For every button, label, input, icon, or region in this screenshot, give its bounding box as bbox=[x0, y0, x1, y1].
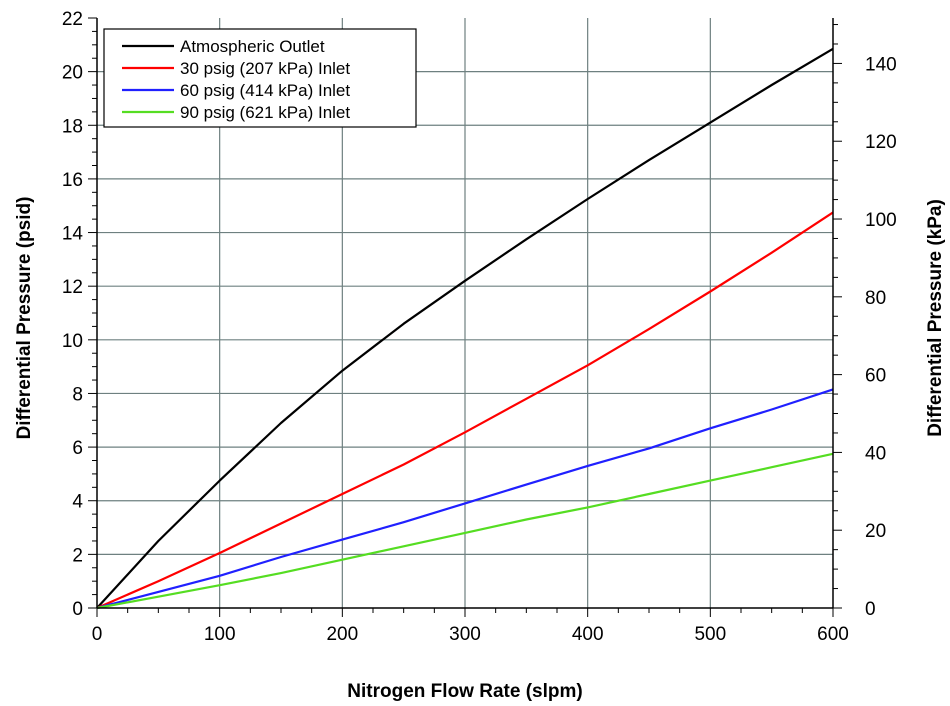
y2-tick-label: 100 bbox=[865, 210, 897, 231]
y2-tick-label: 140 bbox=[865, 54, 897, 75]
series-line-3 bbox=[96, 388, 834, 610]
y2-tick-label: 60 bbox=[865, 366, 886, 387]
x-tick-label: 400 bbox=[572, 624, 604, 645]
legend-label-2: 30 psig (207 kPa) Inlet bbox=[180, 59, 350, 78]
x-axis-title: Nitrogen Flow Rate (slpm) bbox=[347, 681, 582, 702]
series-lines bbox=[96, 47, 834, 610]
y-tick-label: 18 bbox=[62, 116, 83, 137]
series-line-2 bbox=[96, 211, 834, 610]
y-tick-label: 22 bbox=[62, 9, 83, 30]
y-tick-label: 2 bbox=[72, 545, 83, 566]
y2-tick-label: 40 bbox=[865, 443, 886, 464]
x-tick-label: 0 bbox=[92, 624, 103, 645]
y-axis-title: Differential Pressure (psid) bbox=[14, 197, 35, 440]
y-tick-label: 14 bbox=[62, 224, 84, 245]
y2-axis-title: Differential Pressure (kPa) bbox=[925, 199, 946, 437]
y2-tick-label: 120 bbox=[865, 132, 897, 153]
y-tick-label: 6 bbox=[72, 438, 83, 459]
y2-tick-label: 80 bbox=[865, 288, 886, 309]
legend-label-3: 60 psig (414 kPa) Inlet bbox=[180, 81, 350, 100]
x-tick-label: 100 bbox=[204, 624, 236, 645]
x-tick-label: 600 bbox=[817, 624, 849, 645]
y-tick-label: 4 bbox=[72, 492, 83, 513]
y-tick-label: 16 bbox=[62, 170, 83, 191]
tick-labels: 0 100 200 300 400 500 600 0 2 4 6 8 10 12 14 16 18 20 22 0 2… bbox=[62, 9, 897, 645]
y-tick-label: 20 bbox=[62, 63, 83, 84]
series-line-4 bbox=[96, 452, 834, 610]
y2-tick-label: 20 bbox=[865, 521, 886, 542]
series-line-1 bbox=[96, 47, 834, 609]
y2-tick-label: 0 bbox=[865, 599, 876, 620]
x-tick-label: 200 bbox=[326, 624, 358, 645]
legend: Atmospheric Outlet 30 psig (207 kPa) Inle… bbox=[103, 28, 417, 128]
legend-label-1: Atmospheric Outlet bbox=[180, 37, 325, 56]
grid bbox=[97, 18, 833, 608]
y-tick-label: 12 bbox=[62, 277, 83, 298]
legend-label-4: 90 psig (621 kPa) Inlet bbox=[180, 103, 350, 122]
x-tick-label: 500 bbox=[694, 624, 726, 645]
y-tick-label: 10 bbox=[62, 331, 83, 352]
x-tick-label: 300 bbox=[449, 624, 481, 645]
y-tick-label: 0 bbox=[72, 599, 83, 620]
axes bbox=[88, 17, 842, 617]
y-tick-label: 8 bbox=[72, 384, 83, 405]
